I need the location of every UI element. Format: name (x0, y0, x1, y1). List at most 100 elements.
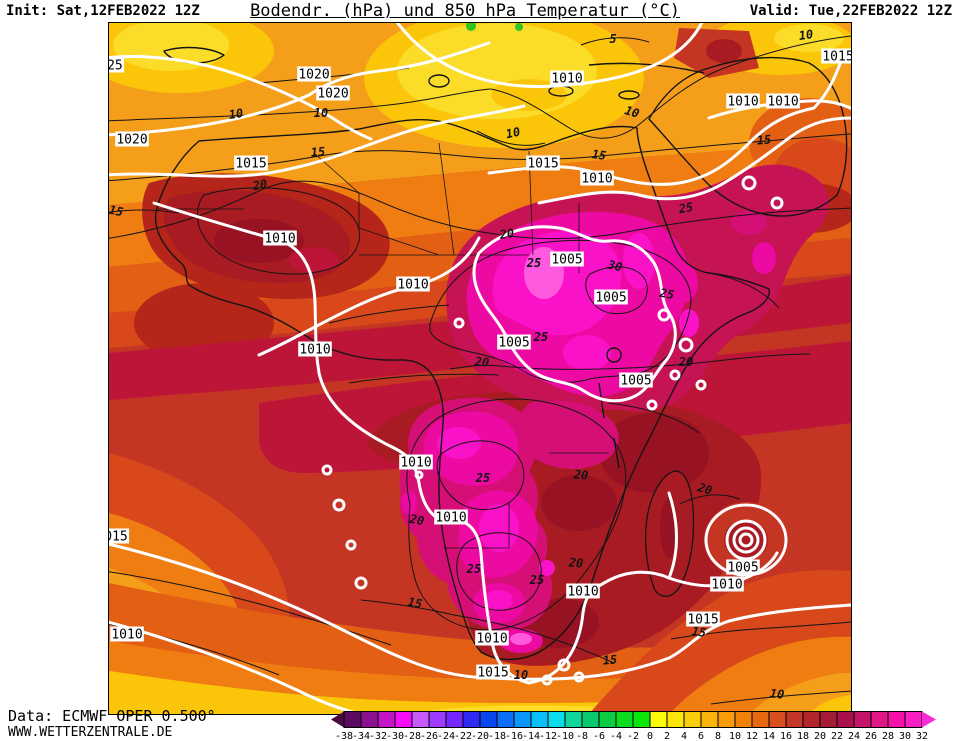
legend-tick-label: 2 (664, 731, 670, 741)
legend-tick-label: -4 (610, 731, 622, 741)
pressure-labels-layer: 0251020102010201015101010151010101510101… (109, 48, 851, 681)
legend-color-box (649, 711, 668, 728)
legend-color-box (717, 711, 736, 728)
pressure-label: 1005 (619, 372, 653, 389)
legend-tick-label: -28 (403, 731, 421, 741)
temperature-contour-label: 20 (567, 555, 584, 570)
legend-tick-label: 16 (780, 731, 792, 741)
legend-tick-label: -30 (386, 731, 404, 741)
temperature-contour-label: 10 (769, 686, 785, 701)
pressure-label: 1010 (434, 509, 468, 526)
legend-tick-label: -24 (437, 731, 455, 741)
legend-tick-label: -16 (505, 731, 523, 741)
legend-tick-label: 30 (899, 731, 911, 741)
temperature-contour-label: 25 (466, 562, 481, 576)
pressure-label: 1015 (476, 664, 510, 681)
temperature-contour-label: 5 (609, 32, 616, 46)
pressure-label: 1010 (566, 583, 600, 600)
pressure-label: 1020 (297, 66, 331, 83)
svg-text:1015: 1015 (822, 50, 851, 65)
legend-color-box (666, 711, 685, 728)
legend-tick-label: 20 (814, 731, 826, 741)
legend-tick-label: -34 (352, 731, 370, 741)
legend-tick-label: -6 (593, 731, 605, 741)
legend-color-box (496, 711, 515, 728)
temperature-contour-label: 20 (498, 226, 515, 242)
legend-tick-label: -2 (627, 731, 639, 741)
legend-color-box (513, 711, 532, 728)
pressure-label: 1010 (550, 70, 584, 87)
svg-text:1020: 1020 (317, 87, 348, 102)
legend-tick-label: -38 (335, 731, 353, 741)
legend-color-box (445, 711, 464, 728)
pressure-label: 1015 (821, 48, 851, 65)
pressure-label: 1005 (550, 251, 584, 268)
legend-tick-label: 6 (698, 731, 704, 741)
temperature-contour-label: 10 (314, 106, 328, 120)
pressure-label: 1005 (497, 334, 531, 351)
pressure-label: 1015 (686, 611, 720, 628)
pressure-label: 015 (109, 528, 130, 545)
legend-tick-label: -18 (488, 731, 506, 741)
legend-color-box (785, 711, 804, 728)
legend-color-box (547, 711, 566, 728)
legend-color-box (853, 711, 872, 728)
legend-color-box (462, 711, 481, 728)
pressure-label: 025 (109, 57, 125, 74)
svg-text:1010: 1010 (551, 72, 582, 87)
svg-text:1005: 1005 (595, 291, 626, 306)
coastline-layer (154, 46, 848, 661)
pressure-label: 1015 (234, 155, 268, 172)
svg-text:1010: 1010 (435, 511, 466, 526)
temperature-contour-label: 25 (529, 573, 544, 587)
legend-tick-label: 4 (681, 731, 687, 741)
legend-color-box (394, 711, 413, 728)
svg-text:1010: 1010 (567, 585, 598, 600)
temperature-contour-label: 10 (798, 27, 814, 43)
legend-tick-label: -32 (369, 731, 387, 741)
legend-tick-label: -12 (539, 731, 557, 741)
temperature-contour-label: 15 (310, 144, 326, 159)
legend-color-box (887, 711, 906, 728)
temperature-contour-label: 20 (408, 512, 426, 528)
svg-text:1015: 1015 (687, 613, 718, 628)
legend-tick-label: -8 (576, 731, 588, 741)
svg-text:1005: 1005 (551, 253, 582, 268)
legend-color-box (377, 711, 396, 728)
svg-text:1005: 1005 (498, 336, 529, 351)
svg-text:1020: 1020 (298, 68, 329, 83)
legend-color-box (870, 711, 889, 728)
legend-color-box (530, 711, 549, 728)
svg-text:1015: 1015 (527, 157, 558, 172)
temperature-contours-layer (109, 35, 851, 705)
legend-tick-label: 12 (746, 731, 758, 741)
pressure-label: 1010 (580, 170, 614, 187)
legend-color-box (768, 711, 787, 728)
legend-color-box (343, 711, 362, 728)
pressure-label: 1010 (298, 341, 332, 358)
temperature-contour-label: 20 (473, 354, 490, 369)
pressure-label: 1010 (475, 630, 509, 647)
pressure-label: 1010 (396, 276, 430, 293)
svg-text:015: 015 (109, 530, 128, 545)
legend-color-box (598, 711, 617, 728)
legend-tick-label: 28 (882, 731, 894, 741)
legend-color-box (479, 711, 498, 728)
temperature-contour-label: 15 (691, 624, 707, 640)
svg-text:1010: 1010 (476, 632, 507, 647)
init-time-label: Init: Sat,12FEB2022 12Z (6, 3, 200, 19)
temperature-contour-label: 15 (407, 595, 424, 611)
legend-color-box (836, 711, 855, 728)
svg-text:1005: 1005 (620, 374, 651, 389)
legend-left-arrow (331, 711, 344, 728)
legend-tick-label: 26 (865, 731, 877, 741)
valid-time-label: Valid: Tue,22FEB2022 12Z (749, 3, 952, 19)
legend-tick-label: 32 (916, 731, 928, 741)
legend-tick-label: -14 (522, 731, 540, 741)
legend-color-box (581, 711, 600, 728)
pressure-label: 1010 (110, 626, 144, 643)
pressure-label: 1005 (594, 289, 628, 306)
pressure-label: 1010 (710, 576, 744, 593)
